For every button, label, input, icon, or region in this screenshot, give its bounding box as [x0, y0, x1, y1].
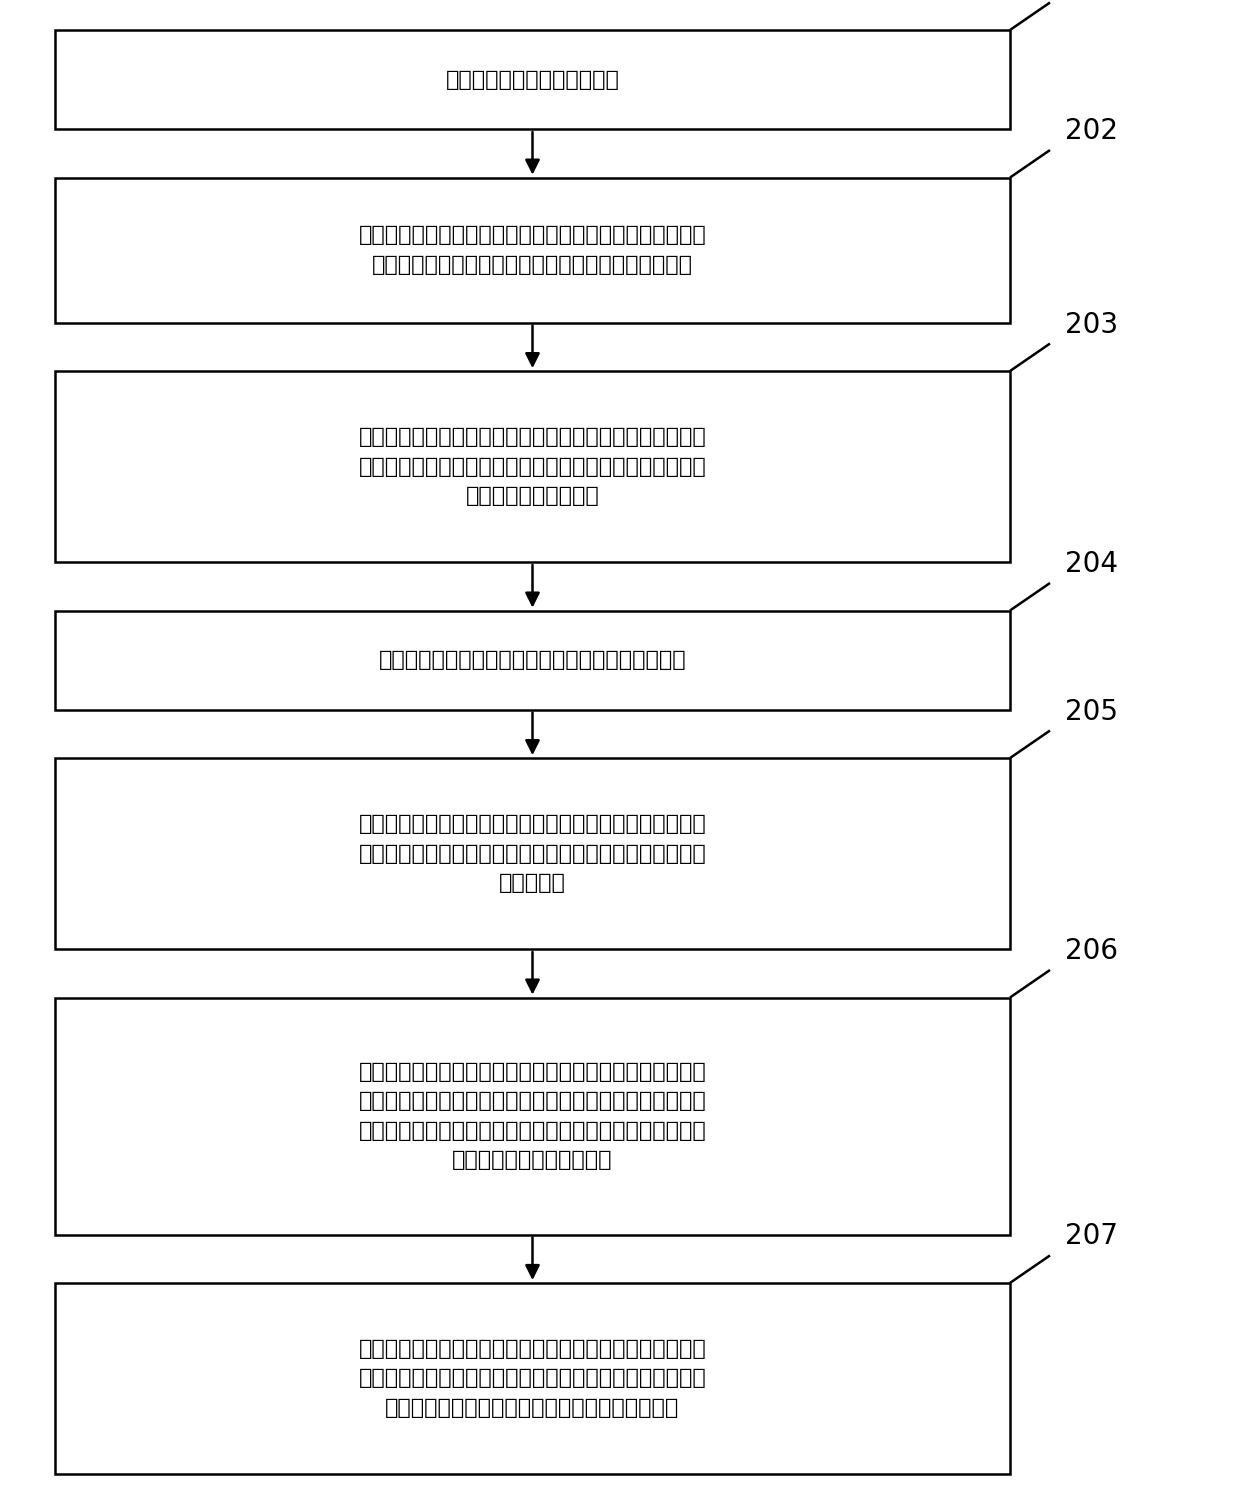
Text: 206: 206 — [1065, 937, 1118, 965]
Text: 微通信客户端获取关于点击音乐播放条中描述信息的点击操
作，提取记录的与音乐播放条中描述信息对应的微通信信息
标识，根据微通信信息标识获取对应的微通信信息，展示关: 微通信客户端获取关于点击音乐播放条中描述信息的点击操 作，提取记录的与音乐播放条… — [358, 1062, 707, 1170]
Polygon shape — [55, 30, 1011, 128]
Polygon shape — [55, 371, 1011, 562]
Polygon shape — [55, 757, 1011, 949]
Polygon shape — [55, 998, 1011, 1234]
Polygon shape — [55, 611, 1011, 710]
Text: 微通信客户端在微通信页面的指定位置悬浮显示音乐播放条
，在音乐播放条中显示描述信息，记录描述信息对应的微通
信信息标识: 微通信客户端在微通信页面的指定位置悬浮显示音乐播放条 ，在音乐播放条中显示描述信… — [358, 814, 707, 893]
Text: 202: 202 — [1065, 117, 1118, 145]
Polygon shape — [55, 1283, 1011, 1475]
Text: 203: 203 — [1065, 311, 1118, 339]
Text: 微通信客户端将获取的音频数据通过播放器进行播放: 微通信客户端将获取的音频数据通过播放器进行播放 — [378, 650, 686, 671]
Text: 微通信客户端接收关于点击微通信信息中音频链接的播放请
求，向微通信服务器发送包括音频链接的数据获取请求: 微通信客户端接收关于点击微通信信息中音频链接的播放请 求，向微通信服务器发送包括… — [358, 226, 707, 275]
Text: 微通信客户端获取关于关闭键的点击操作，停止在微通信页
面展示音乐播放条，通知播放器停止播放音频数据；并向微
通信服务器发送关于停止下发音频数据的停止指示: 微通信客户端获取关于关闭键的点击操作，停止在微通信页 面展示音乐播放条，通知播放… — [358, 1339, 707, 1418]
Text: 微通信客户端展示微通信信息: 微通信客户端展示微通信信息 — [445, 70, 620, 90]
Polygon shape — [55, 178, 1011, 323]
Text: 207: 207 — [1065, 1222, 1118, 1250]
Text: 205: 205 — [1065, 698, 1118, 726]
Text: 微通信服务器山音频链接查询出对应的音乐源地址，山音乐
源地址从音频网站数据库中获取相应的音频数据和描述信息
，反馈给微通信客户端: 微通信服务器山音频链接查询出对应的音乐源地址，山音乐 源地址从音频网站数据库中获… — [358, 427, 707, 506]
Text: 204: 204 — [1065, 550, 1118, 578]
